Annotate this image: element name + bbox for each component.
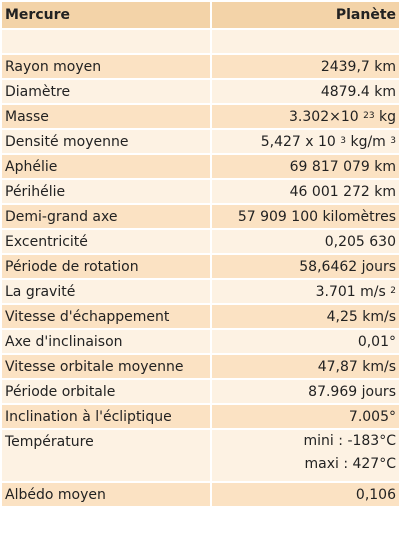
value-unit: kg <box>374 108 396 125</box>
row-label: Période de rotation <box>5 258 139 275</box>
row-value: mini : -183°C maxi : 427°C <box>212 430 399 481</box>
row-label: Diamètre <box>5 83 71 100</box>
row-value: 58,6462 jours <box>299 258 396 275</box>
value-exponent: 3 <box>390 135 396 146</box>
row-label: Rayon moyen <box>5 58 102 75</box>
value-text: 3.302×10 <box>289 108 364 125</box>
table-row: Périhélie 46 001 272 km <box>2 180 399 203</box>
row-label: La gravité <box>5 283 76 300</box>
row-value: 87.969 jours <box>308 383 396 400</box>
row-value: 2439,7 km <box>320 58 396 75</box>
row-label: Aphélie <box>5 158 58 175</box>
value-exponent: 23 <box>363 110 375 121</box>
table-row: Température mini : -183°C maxi : 427°C <box>2 430 399 481</box>
row-value: 5,427 x 10 3 kg/m 3 <box>212 130 399 153</box>
table-row: Aphélie 69 817 079 km <box>2 155 399 178</box>
header-planet-name: Mercure <box>5 7 70 23</box>
value-text: 5,427 x 10 <box>260 133 341 150</box>
row-label: Température <box>5 434 94 450</box>
value-line: mini : -183°C <box>303 433 396 449</box>
table-row: Excentricité 0,205 630 <box>2 230 399 253</box>
table-row: Albédo moyen 0,106 <box>2 483 399 506</box>
row-label: Axe d'inclinaison <box>5 333 123 350</box>
row-label: Vitesse d'échappement <box>5 308 170 325</box>
row-label: Demi-grand axe <box>5 208 118 225</box>
table-row: Vitesse d'échappement 4,25 km/s <box>2 305 399 328</box>
value-text: 3.701 m/s <box>315 283 391 300</box>
row-value: 3.701 m/s 2 <box>212 280 399 303</box>
value-exponent: 2 <box>390 285 396 296</box>
table-row: Période de rotation 58,6462 jours <box>2 255 399 278</box>
row-label: Période orbitale <box>5 383 116 400</box>
value-unit: kg/m <box>346 133 391 150</box>
row-value: 57 909 100 kilomètres <box>237 208 396 225</box>
header-category: Planète <box>335 7 396 23</box>
row-label: Périhélie <box>5 183 66 200</box>
row-label: Excentricité <box>5 233 88 250</box>
table-row: Masse 3.302×10 23 kg <box>2 105 399 128</box>
value-line: maxi : 427°C <box>304 456 396 472</box>
value-exponent: 3 <box>340 135 347 146</box>
table-row: Demi-grand axe 57 909 100 kilomètres <box>2 205 399 228</box>
table-header-row: Mercure Planète <box>2 2 399 28</box>
row-value: 0,205 630 <box>324 233 396 250</box>
row-label: Inclination à l'écliptique <box>5 408 172 425</box>
row-value: 7.005° <box>348 408 396 425</box>
table-row: Vitesse orbitale moyenne 47,87 km/s <box>2 355 399 378</box>
table-row: La gravité 3.701 m/s 2 <box>2 280 399 303</box>
table-row: Rayon moyen 2439,7 km <box>2 55 399 78</box>
table-row: Diamètre 4879.4 km <box>2 80 399 103</box>
row-value: 4,25 km/s <box>326 308 396 325</box>
row-label: Densité moyenne <box>5 133 129 150</box>
table-row: Densité moyenne 5,427 x 10 3 kg/m 3 <box>2 130 399 153</box>
table-row: Axe d'inclinaison 0,01° <box>2 330 399 353</box>
row-label: Vitesse orbitale moyenne <box>5 358 184 375</box>
empty-cell <box>212 30 399 53</box>
row-value: 3.302×10 23 kg <box>212 105 399 128</box>
table-row: Inclination à l'écliptique 7.005° <box>2 405 399 428</box>
row-value: 69 817 079 km <box>289 158 396 175</box>
planet-data-table: Mercure Planète Rayon moyen 2439,7 km Di… <box>2 2 399 506</box>
row-value: 0,01° <box>357 333 396 350</box>
row-value: 4879.4 km <box>320 83 396 100</box>
row-label: Albédo moyen <box>5 486 106 503</box>
row-value: 0,106 <box>355 486 396 503</box>
row-label: Masse <box>5 108 49 125</box>
table-row: Période orbitale 87.969 jours <box>2 380 399 403</box>
row-value: 47,87 km/s <box>317 358 396 375</box>
empty-row <box>2 30 399 53</box>
row-value: 46 001 272 km <box>289 183 396 200</box>
empty-cell <box>2 30 210 53</box>
